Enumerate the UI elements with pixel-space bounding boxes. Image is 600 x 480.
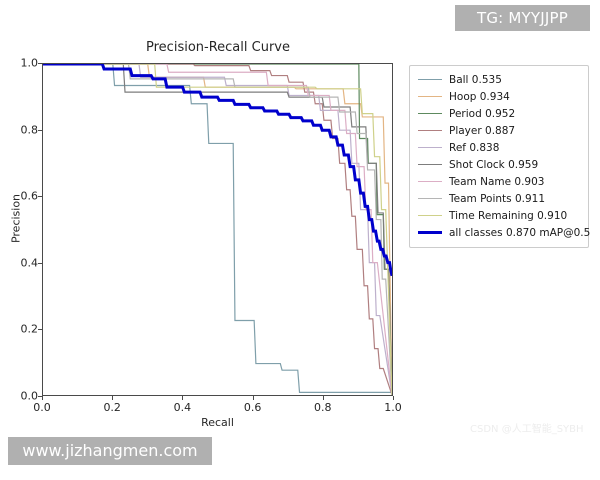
legend-color-swatch — [418, 164, 442, 165]
y-tick-mark — [38, 262, 42, 264]
curve-team-name — [43, 64, 392, 395]
y-tick-label: 0.2 — [20, 322, 39, 336]
legend-item[interactable]: Team Points 0.911 — [416, 190, 582, 207]
y-tick-label: 0.6 — [20, 189, 39, 203]
legend-color-swatch — [418, 231, 442, 234]
legend-item[interactable]: Player 0.887 — [416, 122, 582, 139]
legend-item[interactable]: Ball 0.535 — [416, 71, 582, 88]
x-tick-mark — [252, 396, 254, 400]
csdn-watermark: CSDN @人工智能_SYBH — [470, 424, 584, 435]
y-tick-mark — [38, 329, 42, 331]
y-tick-label: 0.8 — [20, 123, 39, 137]
legend-color-swatch — [418, 113, 442, 114]
legend-color-swatch — [418, 215, 442, 216]
y-tick-mark — [38, 63, 42, 64]
legend-color-swatch — [418, 130, 442, 131]
legend-item-label: Period 0.952 — [449, 107, 516, 120]
curve-ball — [43, 64, 392, 395]
legend-item-label: Ball 0.535 — [449, 73, 502, 86]
legend-item[interactable]: Team Name 0.903 — [416, 173, 582, 190]
legend-item[interactable]: Hoop 0.934 — [416, 88, 582, 105]
legend-item[interactable]: all classes 0.870 mAP@0.5 — [416, 224, 590, 241]
tg-badge: TG: MYYJJPP — [455, 5, 590, 31]
curve-shot-clock — [43, 64, 392, 395]
x-tick-label: 0.2 — [103, 401, 121, 414]
legend-item-label: Ref 0.838 — [449, 141, 500, 154]
y-tick-label: 0.4 — [20, 256, 39, 270]
chart-title: Precision-Recall Curve — [146, 40, 290, 55]
curve-all-classes — [43, 64, 392, 276]
legend-item[interactable]: Time Remaining 0.910 — [416, 207, 582, 224]
plot-area — [42, 63, 393, 396]
y-axis-title: Precision — [9, 193, 23, 244]
x-axis-title: Recall — [201, 416, 234, 429]
legend-item-label: Team Points 0.911 — [449, 192, 546, 205]
x-tick-label: 0.0 — [33, 401, 51, 414]
plot-curves-svg — [43, 64, 392, 395]
x-tick-label: 0.8 — [314, 401, 332, 414]
legend-item-label: Player 0.887 — [449, 124, 516, 137]
curve-time-remaining — [43, 64, 392, 395]
legend-item-label: Shot Clock 0.959 — [449, 158, 539, 171]
legend-item[interactable]: Period 0.952 — [416, 105, 582, 122]
y-axis-ticks: 0.0 0.2 0.4 0.6 0.8 1.0 — [0, 57, 42, 403]
x-tick-mark — [393, 396, 394, 400]
x-tick-label: 1.0 — [384, 401, 402, 414]
legend-item-label: all classes 0.870 mAP@0.5 — [449, 226, 591, 239]
legend-item[interactable]: Shot Clock 0.959 — [416, 156, 582, 173]
legend-color-swatch — [418, 79, 442, 80]
x-tick-mark — [182, 396, 184, 400]
x-tick-mark — [112, 396, 114, 400]
x-tick-mark — [42, 396, 43, 400]
legend-item-label: Time Remaining 0.910 — [449, 209, 568, 222]
curve-hoop — [43, 64, 392, 395]
legend-color-swatch — [418, 147, 442, 148]
curve-team-points — [43, 64, 392, 395]
legend-item-label: Hoop 0.934 — [449, 90, 510, 103]
site-watermark: www.jizhangmen.com — [8, 437, 212, 465]
x-tick-label: 0.6 — [243, 401, 262, 414]
y-tick-label: 1.0 — [20, 56, 39, 70]
legend-color-swatch — [418, 198, 442, 199]
x-tick-mark — [322, 396, 324, 400]
y-tick-mark — [38, 129, 42, 131]
y-tick-mark — [38, 396, 42, 397]
x-axis-ticks: 0.0 0.2 0.4 0.6 0.8 1.0 — [33, 396, 402, 420]
chart-legend: Ball 0.535 Hoop 0.934 Period 0.952 Player 0… — [409, 65, 590, 248]
legend-color-swatch — [418, 181, 442, 182]
curve-ref — [43, 64, 392, 395]
y-tick-mark — [38, 196, 42, 198]
legend-item[interactable]: Ref 0.838 — [416, 139, 582, 156]
curve-player — [43, 64, 392, 395]
legend-color-swatch — [418, 96, 442, 97]
curve-period — [43, 64, 392, 395]
x-tick-label: 0.4 — [173, 401, 192, 414]
legend-item-label: Team Name 0.903 — [449, 175, 545, 188]
y-tick-label: 0.0 — [20, 389, 39, 403]
